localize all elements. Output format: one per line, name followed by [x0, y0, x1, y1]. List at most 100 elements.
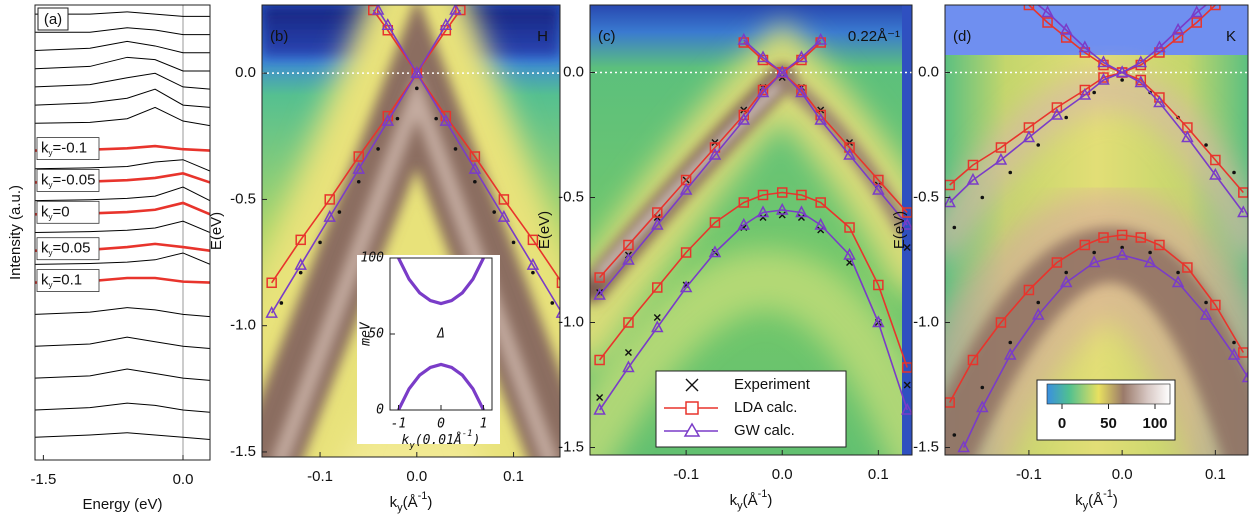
edc-curve [35, 307, 210, 318]
band-line [397, 362, 485, 410]
marker-triangle [1210, 0, 1220, 2]
axes-frame [261, 4, 561, 458]
label-part: k [1075, 492, 1083, 509]
marker-triangle [1078, 40, 1092, 53]
marker-triangle [737, 112, 751, 125]
marker-dot [511, 240, 516, 245]
legend-marker [683, 422, 701, 437]
marker-triangle [1041, 5, 1054, 18]
axes-frame [589, 4, 913, 456]
marker-cross [778, 211, 786, 219]
marker-square [295, 234, 306, 246]
y-axis-label: E(eV) [208, 212, 225, 250]
band-line [743, 39, 908, 226]
marker-triangle [737, 217, 751, 230]
marker-triangle [775, 65, 789, 78]
marker-square [623, 317, 634, 328]
marker-square [1051, 102, 1063, 113]
marker-square [469, 151, 481, 162]
marker-square [1051, 257, 1063, 268]
marker-square [1116, 229, 1128, 241]
edc-curve [35, 106, 210, 127]
marker-triangle [352, 162, 365, 174]
y-tick-label: 0.0 [563, 63, 584, 80]
marker-triangle [843, 147, 856, 160]
marker-dot [1120, 245, 1124, 250]
x-tick-label: 0.1 [1205, 466, 1226, 483]
band-line [598, 209, 908, 411]
edc-curve [35, 220, 210, 233]
marker-square [757, 189, 769, 201]
intensity-band [945, 227, 1248, 455]
marker-dot [952, 433, 957, 437]
label-part: k [41, 240, 49, 257]
marker-triangle [957, 440, 970, 453]
edc-curve [35, 88, 210, 108]
marker-triangle [1171, 22, 1185, 35]
marker-triangle [622, 360, 635, 373]
marker-square [967, 354, 979, 366]
y-axis-label: E(eV) [536, 211, 553, 249]
label-part: -1 [758, 488, 768, 500]
marker-dot [318, 240, 322, 245]
marker-triangle [795, 50, 808, 63]
marker-square [1023, 284, 1035, 296]
marker-dot [1008, 340, 1013, 345]
marker-triangle [381, 114, 395, 126]
marker-square [594, 272, 605, 283]
y-tick-label: 50 [368, 327, 384, 342]
marker-dot [395, 116, 400, 121]
x-tick-label: -0.1 [307, 468, 333, 485]
marker-square [1172, 32, 1184, 43]
marker-square [1154, 239, 1165, 251]
marker-square [1135, 232, 1147, 243]
label-part: k [402, 433, 410, 448]
y-tick-label: -1.5 [913, 438, 939, 455]
inset-bg [357, 255, 500, 444]
panel-label-box [37, 7, 69, 31]
colorbar-tick-label: 0 [1058, 415, 1066, 432]
marker-square [995, 317, 1007, 328]
band-line [270, 9, 457, 314]
marker-triangle [410, 66, 424, 78]
label-part: k [41, 272, 49, 289]
marker-square [995, 142, 1007, 153]
marker-triangle [1097, 55, 1110, 68]
panel: -0.1 0.0 0.1 -1.5 -1.0 -0.5 0.0 ky(Å-1) E(eV) (d)… [891, 0, 1249, 512]
curve-label: ky=-0.05 [41, 171, 95, 189]
marker-triangle [555, 309, 560, 318]
marker-triangle [439, 18, 453, 30]
legend: Experiment LDA calc. GW calc. [655, 370, 847, 448]
marker-dot [980, 195, 985, 200]
marker-triangle [756, 205, 770, 218]
marker-square [623, 239, 634, 251]
marker-dot [376, 147, 380, 151]
x-tick-label: 0.0 [1112, 466, 1133, 483]
legend-marker [685, 401, 699, 415]
marker-triangle [1171, 275, 1185, 288]
panel-label: (b) [270, 28, 288, 45]
marker-triangle [679, 280, 693, 293]
marker-triangle [976, 400, 989, 413]
marker-dot [1064, 270, 1068, 275]
marker-triangle [708, 245, 722, 258]
marker-triangle [1059, 22, 1073, 35]
label-part: (0.01Å [415, 432, 462, 448]
label-part: =0.1 [53, 272, 83, 289]
marker-triangle [371, 5, 385, 15]
label-part: k [390, 494, 398, 511]
corner-label: K [1226, 28, 1236, 45]
label-part: =0 [53, 203, 70, 220]
edc-curve [35, 186, 210, 202]
label-part: y [49, 212, 53, 221]
marker-triangle [775, 202, 789, 215]
marker-square [1210, 5, 1221, 11]
marker-square [1210, 154, 1221, 166]
label-part: ) [1113, 492, 1118, 509]
legend-label: LDA calc. [734, 399, 797, 416]
x-axis-label: ky(0.01Å-1) [402, 429, 481, 451]
marker-dot [492, 210, 497, 214]
label-part: =0.05 [53, 240, 91, 257]
